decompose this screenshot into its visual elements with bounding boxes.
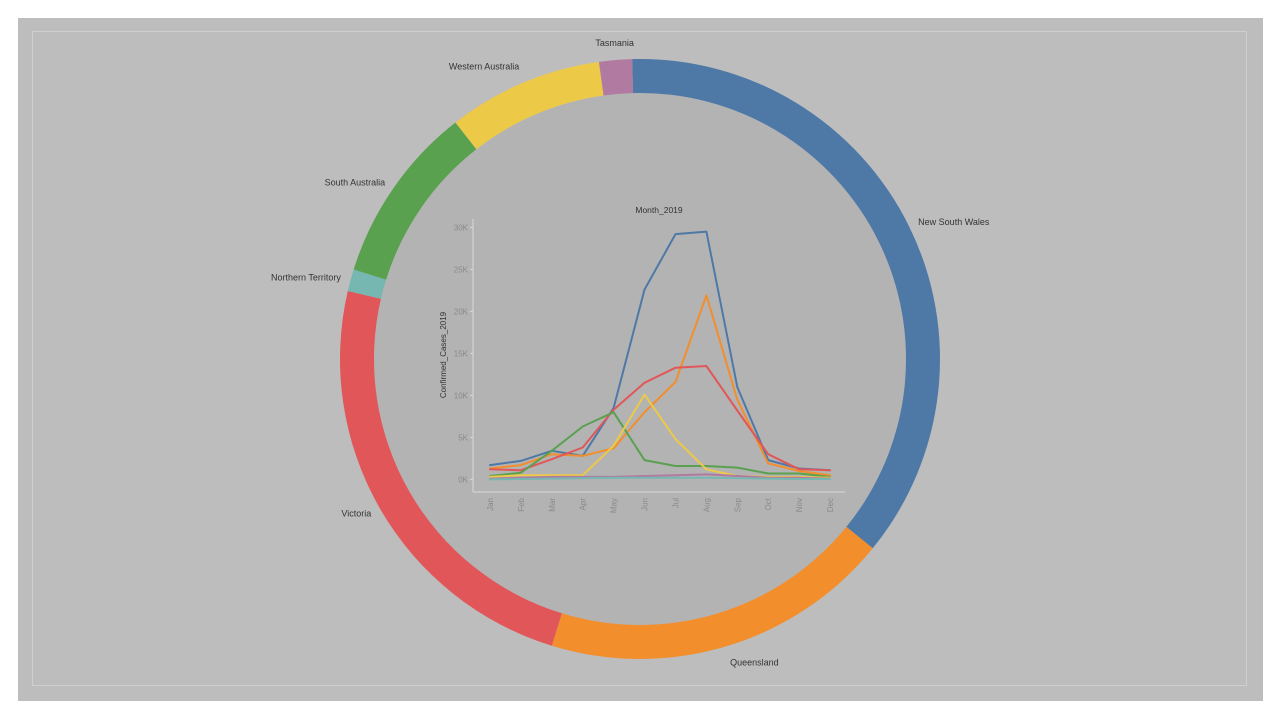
line-series-7[interactable] [489, 476, 831, 481]
y-tick-label: 10K [454, 391, 469, 400]
donut-slice-victoria[interactable] [340, 290, 562, 646]
x-tick-label: Jun [641, 498, 650, 511]
x-tick-label: Apr [579, 498, 588, 511]
x-tick-label: Aug [702, 498, 711, 512]
y-axis-title: Confirmed_Cases_2019 [439, 311, 448, 398]
y-tick-label: 25K [454, 265, 469, 274]
x-tick-label: Dec [826, 498, 835, 512]
dashboard-frame [32, 31, 1247, 686]
line-series-3[interactable] [489, 365, 831, 472]
y-tick-label: 20K [454, 307, 469, 316]
x-tick-label: Oct [764, 497, 773, 510]
x-tick-label: May [610, 498, 619, 513]
donut-label-queensland: Queensland [730, 658, 779, 668]
x-tick-label: Mar [548, 498, 557, 512]
donut-slice-south-australia[interactable] [353, 122, 477, 280]
x-tick-label: Jan [486, 498, 495, 511]
donut-label-south-australia: South Australia [325, 178, 386, 188]
donut-label-victoria: Victoria [341, 509, 371, 519]
y-tick-label: 30K [454, 223, 469, 232]
line-series-1[interactable] [489, 230, 831, 472]
donut-label-tasmania: Tasmania [595, 38, 634, 48]
line-series-4[interactable] [489, 411, 831, 478]
x-tick-label: Feb [517, 497, 526, 511]
donut-slice-queensland[interactable] [551, 526, 873, 659]
line-chart-title: Month_2019 [635, 205, 683, 215]
donut-label-northern-territory: Northern Territory [271, 273, 341, 283]
x-tick-label: Sep [733, 497, 742, 512]
donut-label-western-australia: Western Australia [449, 61, 519, 71]
donut-slice-tasmania[interactable] [598, 59, 634, 96]
line-series-2[interactable] [489, 294, 831, 477]
y-tick-label: 5K [458, 433, 468, 442]
x-tick-label: Jul [671, 498, 680, 508]
donut-slice-northern-territory[interactable] [347, 269, 387, 299]
line-chart: Month_2019 Confirmed_Cases_2019 0K 5K 10K 1… [439, 205, 845, 513]
donut-inner-disc [374, 93, 906, 625]
donut-chart: New South Wales Queensland Victoria Norther… [271, 38, 990, 668]
donut-label-new-south-wales: New South Wales [918, 217, 990, 227]
y-tick-label: 15K [454, 349, 469, 358]
y-tick-label: 0K [458, 475, 468, 484]
donut-slice-western-australia[interactable] [455, 61, 604, 150]
donut-slice-new-south-wales[interactable] [632, 59, 941, 549]
x-tick-label: Nov [795, 498, 804, 512]
